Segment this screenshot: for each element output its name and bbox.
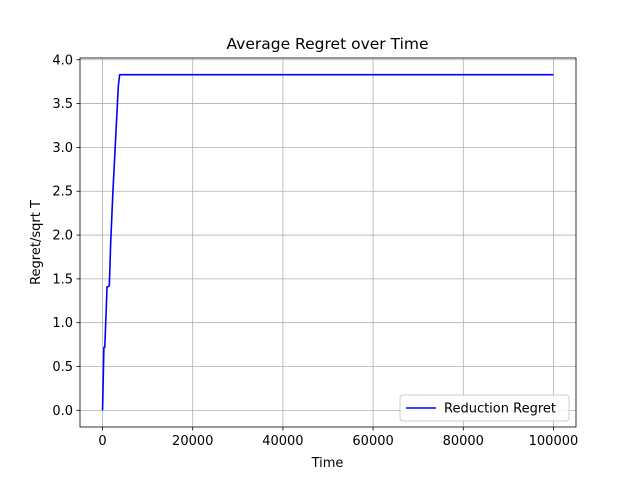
chart-title: Average Regret over Time [226, 35, 428, 53]
x-tick-label: 60000 [352, 434, 393, 449]
legend-label-reduction-regret: Reduction Regret [444, 402, 556, 417]
legend: Reduction Regret [399, 394, 570, 422]
y-tick-label: 1.0 [52, 316, 73, 331]
x-tick-label: 0 [98, 434, 106, 449]
x-axis-ticks: 0 20000 40000 60000 80000 100000 [98, 427, 578, 449]
y-tick-label: 0.5 [52, 360, 73, 375]
y-axis-ticks: 0.0 0.5 1.0 1.5 2.0 2.5 3.0 3.5 4.0 [52, 53, 80, 419]
x-tick-label: 100000 [529, 434, 579, 449]
y-tick-label: 1.5 [52, 272, 73, 287]
y-tick-label: 0.0 [52, 404, 73, 419]
y-tick-label: 2.0 [52, 229, 73, 244]
x-tick-label: 40000 [262, 434, 303, 449]
x-tick-label: 20000 [172, 434, 213, 449]
grid-lines [80, 58, 576, 427]
x-axis-label: Time [311, 456, 344, 471]
series-line-reduction-regret [101, 73, 554, 411]
y-tick-label: 3.5 [52, 97, 73, 112]
series-lines [101, 73, 554, 411]
plot-background [80, 58, 576, 427]
y-axis-label: Regret/sqrt T [29, 200, 44, 285]
y-tick-label: 3.0 [52, 141, 73, 156]
y-tick-label: 2.5 [52, 185, 73, 200]
x-tick-label: 80000 [443, 434, 484, 449]
y-tick-label: 4.0 [52, 53, 73, 68]
plot-area [79, 57, 577, 428]
plot-frame [79, 57, 577, 428]
legend-box [399, 394, 570, 422]
